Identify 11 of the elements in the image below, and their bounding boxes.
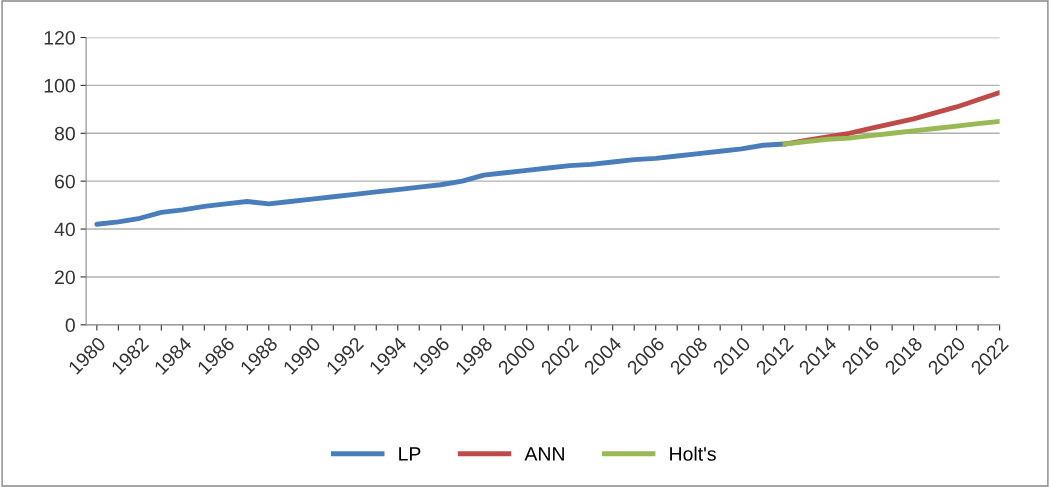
legend-label: LP	[399, 447, 421, 461]
legend-label: Holt's	[670, 446, 716, 461]
y-tick-label: 120	[44, 30, 75, 45]
y-tick-label: 20	[55, 270, 75, 285]
y-tick-label: 100	[44, 78, 75, 93]
y-tick-label: 60	[55, 174, 75, 189]
legend-label: ANN	[524, 447, 564, 461]
y-tick-label: 80	[54, 126, 75, 141]
line-series	[782, 118, 1000, 147]
y-tick-label: 40	[54, 222, 75, 237]
y-tick-label: 0	[65, 318, 75, 333]
